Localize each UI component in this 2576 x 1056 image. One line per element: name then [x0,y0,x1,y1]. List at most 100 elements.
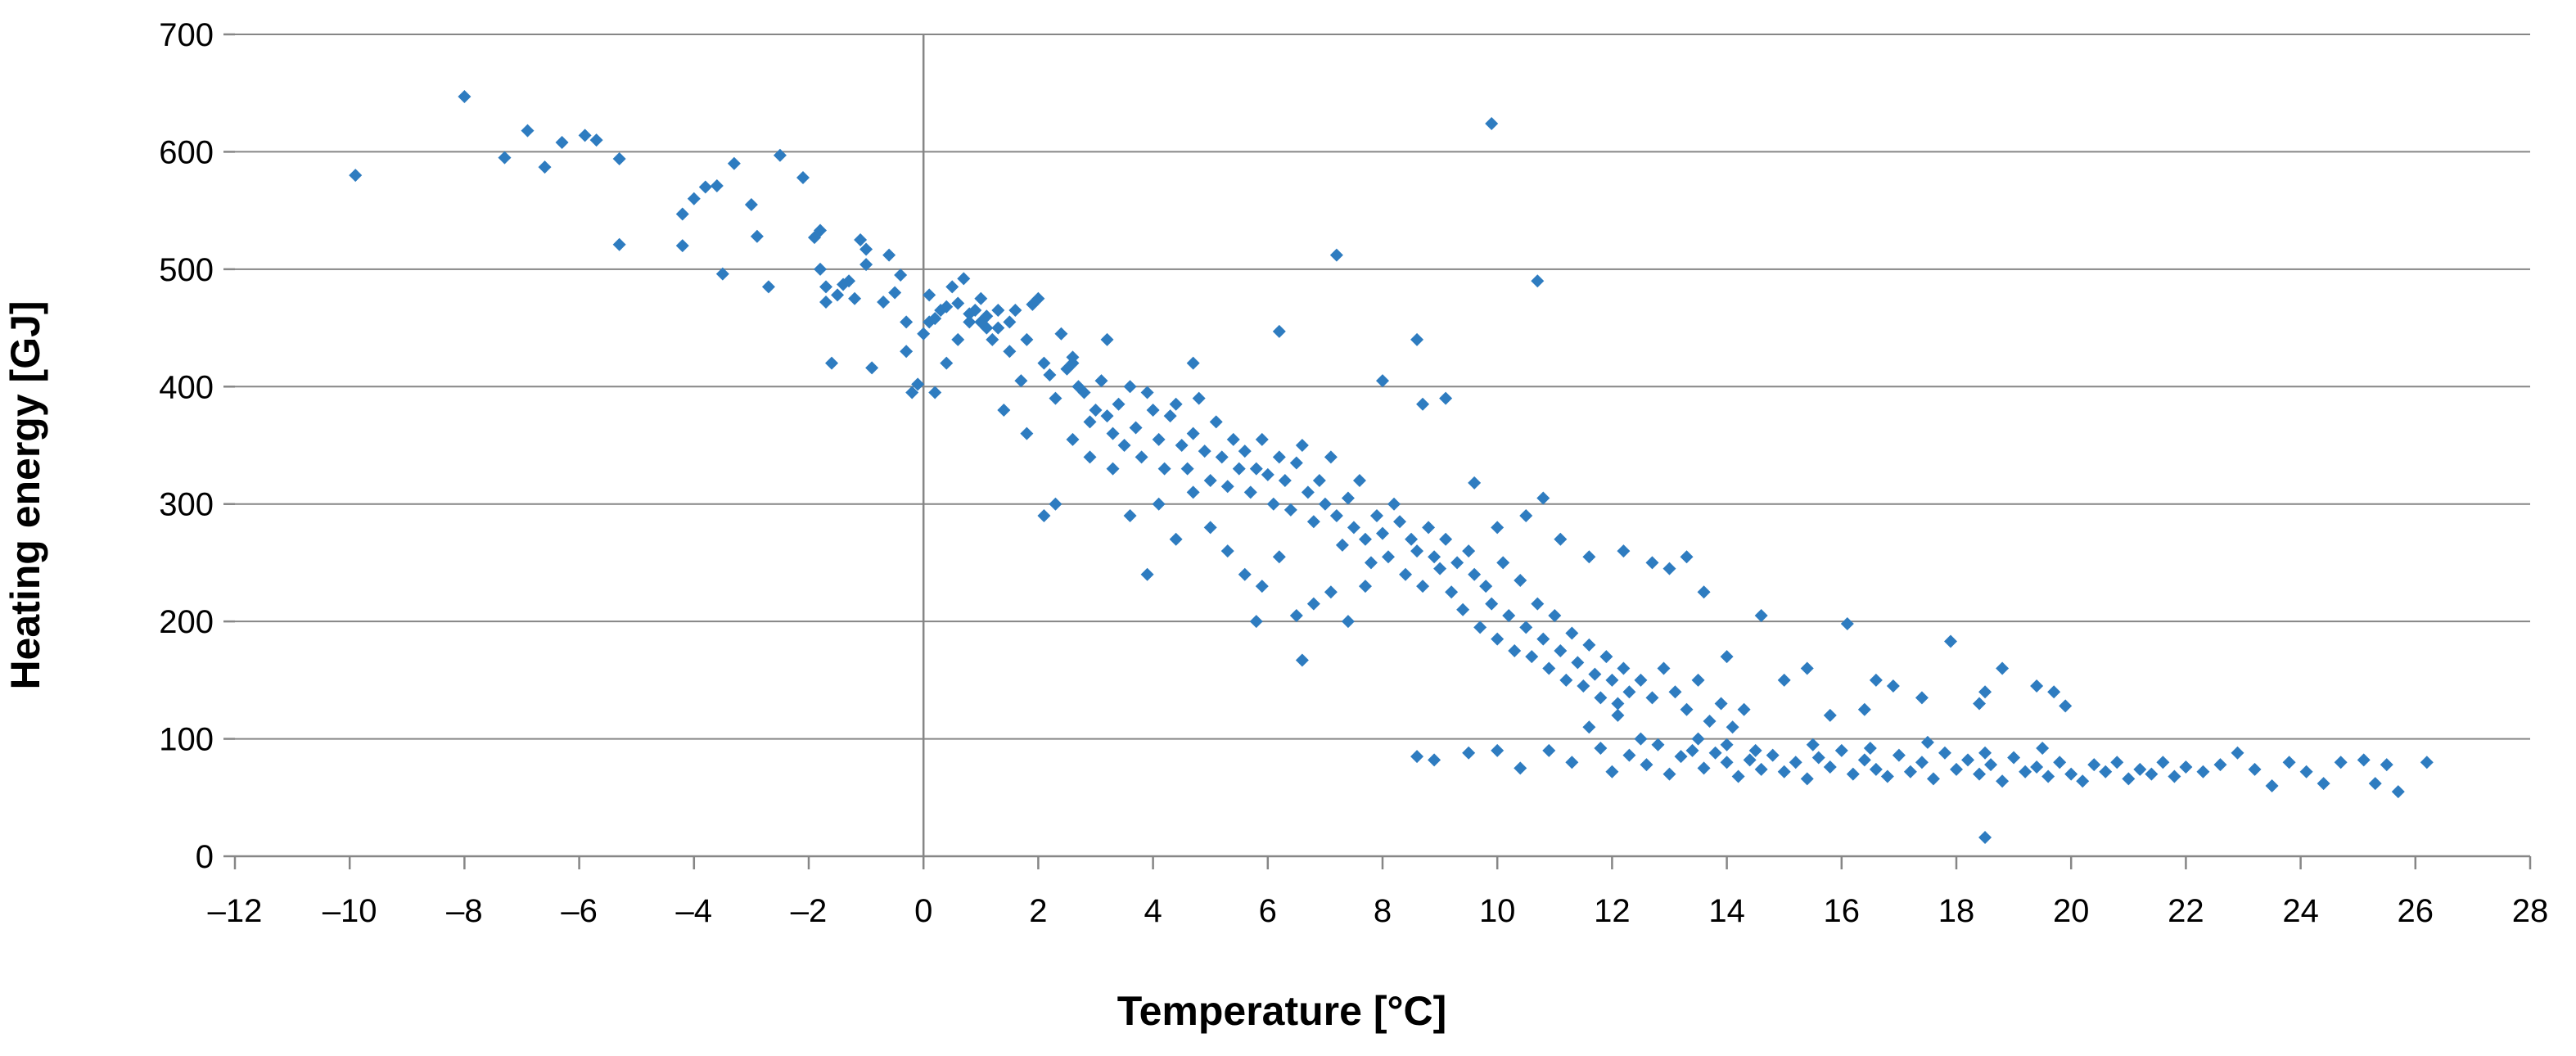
data-point [2133,762,2147,776]
data-point [1393,515,1407,529]
data-point [1599,650,1613,664]
data-point [1054,327,1068,341]
data-point [1186,485,1200,499]
data-point [1662,562,1676,575]
data-point [1806,738,1820,751]
data-point [1617,544,1631,558]
data-point [1978,746,1992,760]
data-point [1135,450,1148,464]
data-point [715,267,729,281]
data-point [1289,456,1303,470]
data-point [1037,356,1051,370]
data-point [1140,567,1154,581]
y-tick-label: 300 [159,487,214,523]
data-point [1094,374,1108,388]
data-point [1834,743,1848,757]
data-point [814,262,828,276]
data-point [1352,474,1366,488]
x-tick-label: 24 [2282,893,2319,929]
data-point [1341,615,1355,629]
data-point [1577,679,1590,693]
data-point [1003,315,1017,329]
y-tick-labels: 0 100 200 300 400 500 600 700 [159,17,214,875]
data-point [1514,573,1527,587]
data-point [1926,772,1940,786]
data-point [980,321,994,335]
data-point [1748,743,1762,757]
data-point [1622,748,1636,762]
data-point [1295,439,1309,452]
data-point [1312,474,1326,488]
data-point [773,148,787,162]
data-point [882,248,896,262]
data-point [1283,503,1297,517]
x-tick-label: –8 [446,893,483,929]
data-point [894,269,908,282]
data-point [1439,391,1453,405]
x-tick-label: 20 [2053,893,2090,929]
data-point [1123,509,1137,523]
data-point [2076,774,2090,788]
data-point [2357,753,2371,767]
data-point [1433,562,1447,575]
data-point [521,124,535,138]
x-tick-label: –2 [791,893,828,929]
data-point [1508,644,1522,657]
data-point [1645,556,1659,570]
data-point [1399,567,1413,581]
data-point [1306,515,1320,529]
data-point [1272,550,1286,564]
data-point [991,304,1005,318]
data-point [854,233,868,246]
data-point [1163,409,1177,423]
data-point [1531,274,1545,288]
data-point [2391,785,2405,799]
data-point [1020,426,1034,440]
data-point [1169,397,1183,411]
data-point [1708,746,1722,760]
x-tick-label: –4 [676,893,713,929]
data-point [1203,474,1217,488]
data-point [1984,758,1998,772]
data-point [1514,761,1527,775]
data-point [2047,685,2061,699]
data-point [1329,248,1343,262]
data-point [1382,550,1396,564]
x-tick-labels: –12 –10 –8 –6 –4 –2 0 2 4 6 8 10 12 14 16 18 20 22 24 26 28 [208,893,2549,929]
data-point [1324,450,1338,464]
data-point [1008,304,1022,318]
data-point [1049,391,1062,405]
data-point [1800,661,1814,675]
data-point [1938,746,1951,760]
data-point [1140,386,1154,399]
data-point [578,129,592,142]
data-point [1157,462,1171,476]
data-point [1066,432,1080,446]
data-point [1880,769,1894,783]
data-point [1651,738,1665,751]
data-point [1106,426,1120,440]
data-point [1479,580,1493,593]
data-point [1318,497,1332,511]
data-point [675,207,689,221]
data-point [1289,608,1303,622]
data-point [1691,673,1705,687]
data-point [951,296,965,310]
data-point [1789,756,1802,769]
data-point [1703,715,1717,729]
data-point [1973,767,1987,781]
data-point [945,280,959,294]
data-point [1634,732,1648,746]
data-point [848,291,862,305]
data-point [1519,621,1533,634]
data-point [1491,632,1505,646]
data-point [1226,432,1240,446]
x-tick-label: –12 [208,893,263,929]
data-point [1737,702,1751,716]
data-point [1083,415,1097,429]
data-point [1846,767,1860,781]
data-point [1272,450,1286,464]
data-point [2030,679,2044,693]
data-point [612,152,626,166]
data-point [1605,765,1619,778]
